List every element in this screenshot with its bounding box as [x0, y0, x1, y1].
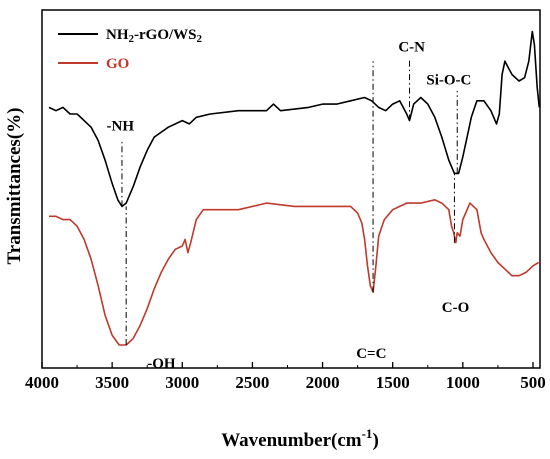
plot-frame — [41, 9, 541, 369]
annotation-label: C-N — [398, 39, 425, 55]
legend-label-nh2-rgo-ws2: NH2-rGO/WS2 — [106, 27, 203, 45]
x-axis-title: Wavenumber(cm-1) — [221, 426, 379, 451]
legend-label-go: GO — [106, 56, 129, 72]
annotation-label: C-O — [442, 300, 470, 316]
annotation-label: -OH — [147, 356, 176, 372]
x-tick-label: 4000 — [25, 373, 59, 392]
annotation-layer: -NH -OH C=C C-N Si-O-C C-O — [107, 39, 472, 372]
x-tick-label: 1000 — [446, 373, 480, 392]
x-axis-ticks: 4000 3500 3000 2500 2000 1500 1000 500 — [25, 362, 546, 392]
series-line-nh2-rgo-ws2 — [48, 30, 541, 208]
y-axis-title: Transmittances(%) — [4, 108, 25, 265]
x-tick-label: 3500 — [95, 373, 129, 392]
annotation-label: -NH — [107, 119, 135, 135]
x-tick-label: 3000 — [165, 373, 199, 392]
legend: NH2-rGO/WS2 GO — [58, 27, 203, 72]
series-line-go — [49, 199, 540, 346]
x-tick-label: 500 — [520, 373, 546, 392]
x-tick-label: 2500 — [235, 373, 269, 392]
x-tick-label: 1500 — [376, 373, 410, 392]
plot-border — [41, 9, 541, 369]
annotation-label: Si-O-C — [426, 72, 471, 88]
annotation-label: C=C — [356, 346, 386, 362]
x-tick-label: 2000 — [306, 373, 340, 392]
